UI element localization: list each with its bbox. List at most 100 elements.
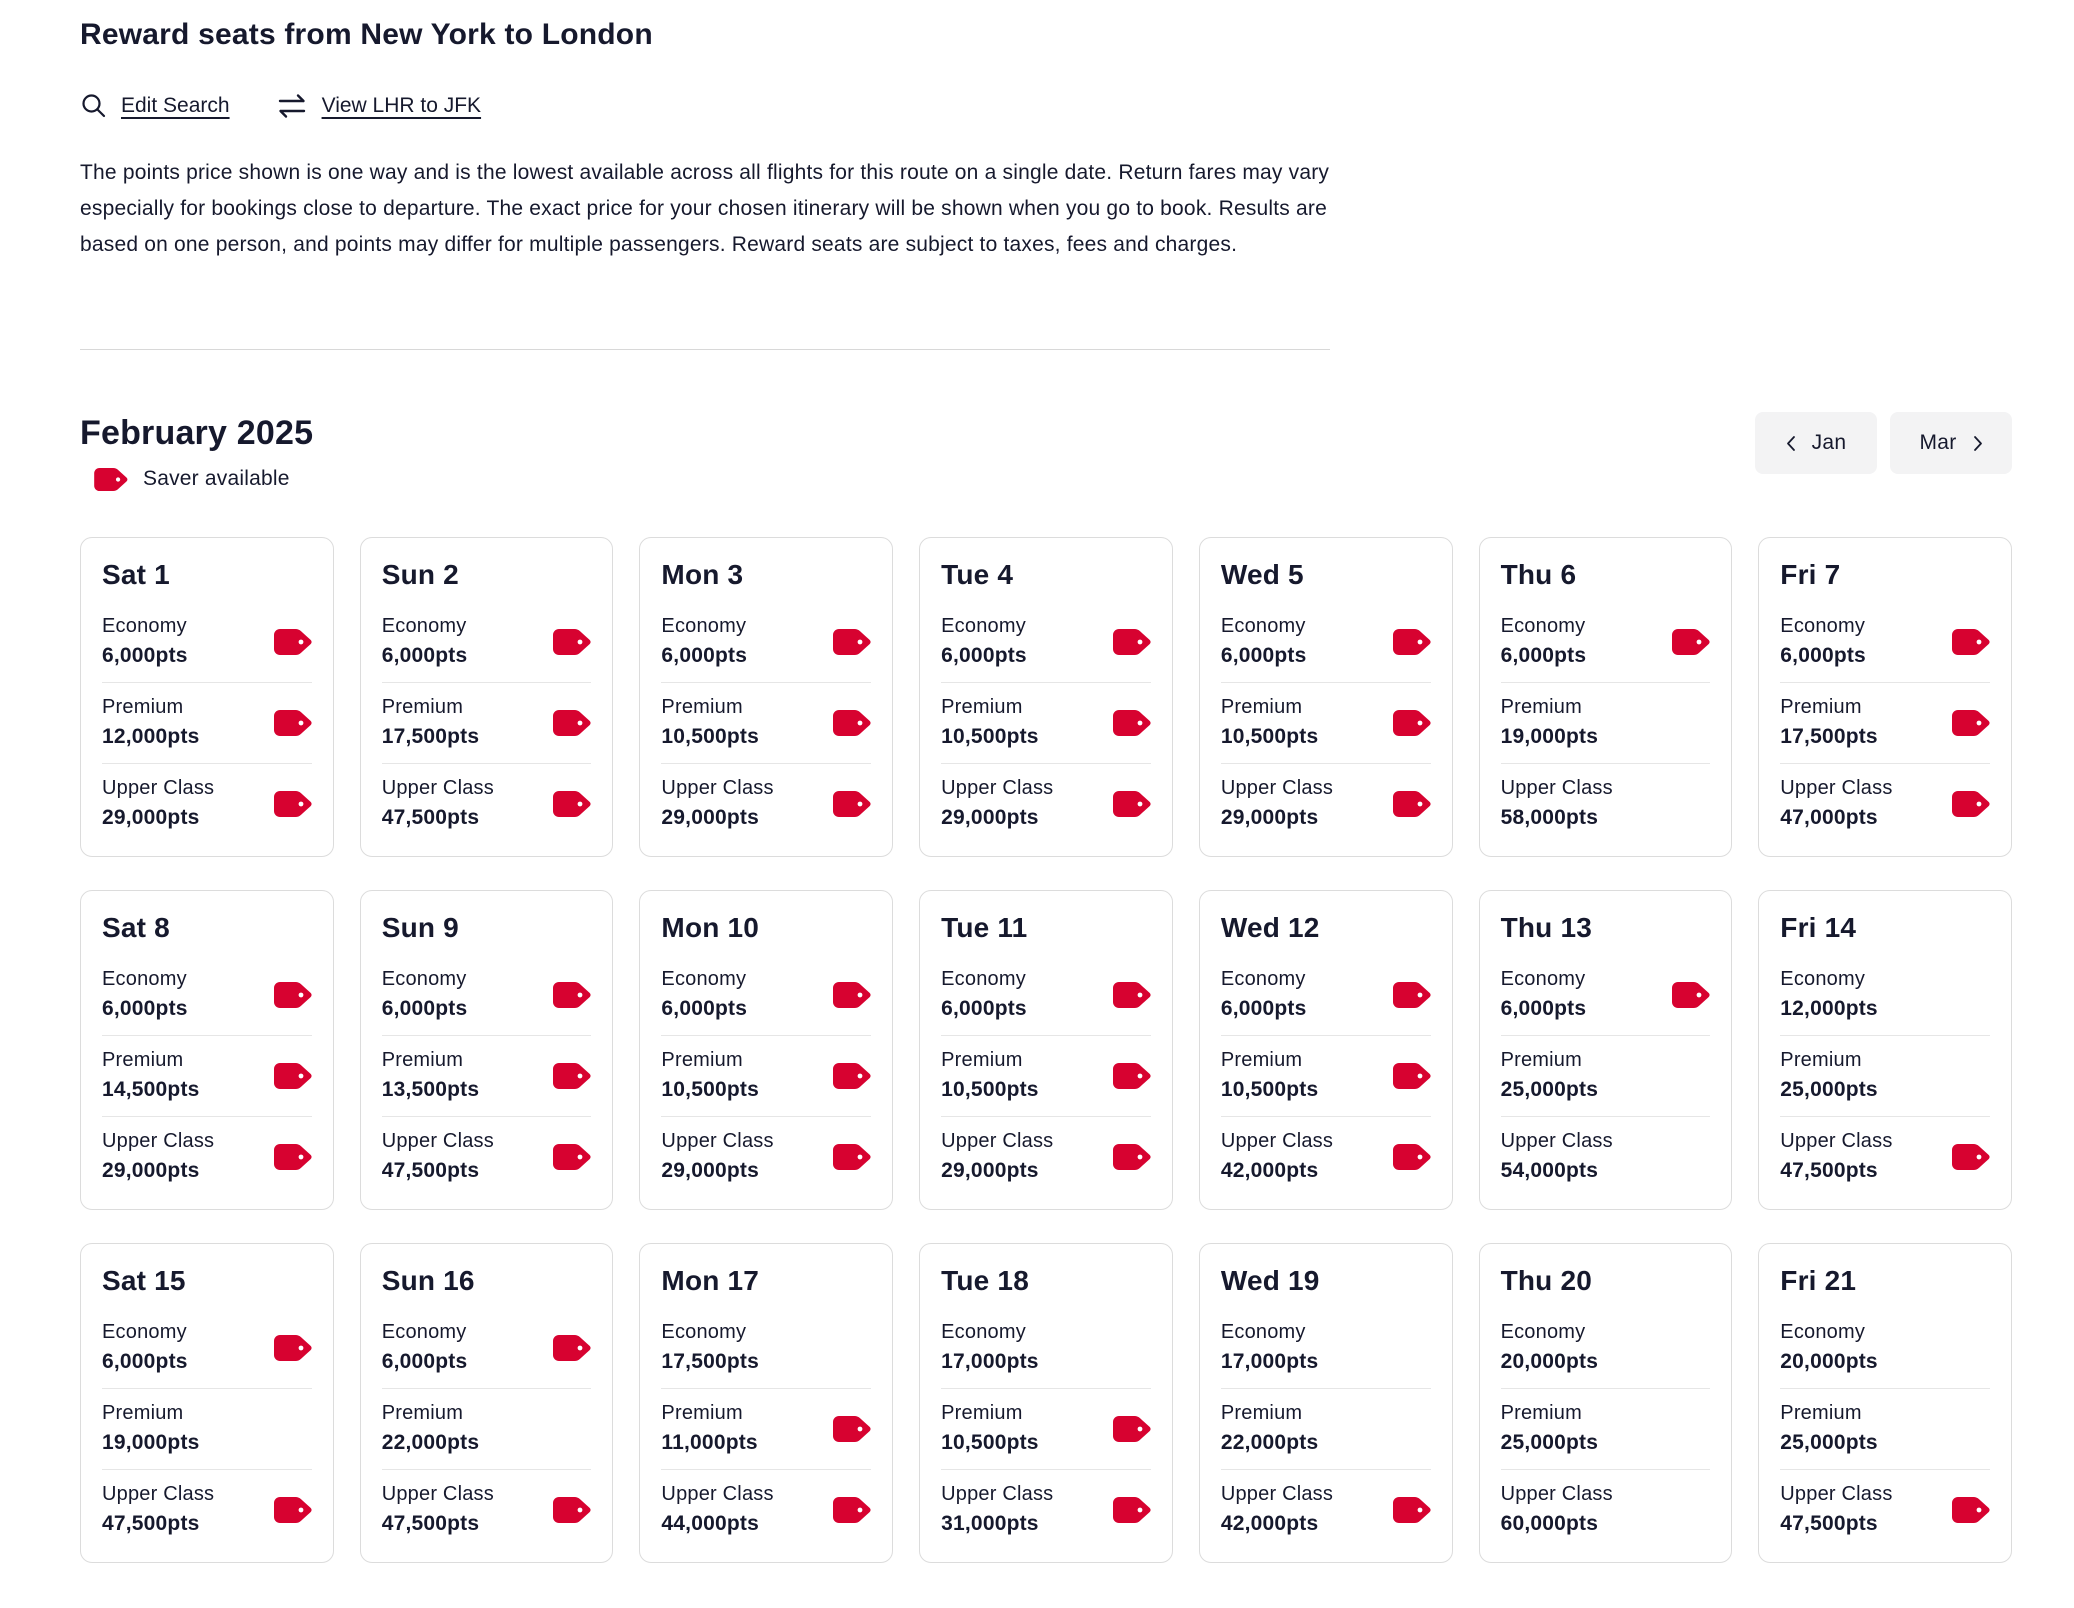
fare-row: Premium 25,000pts [1780,1388,1990,1469]
saver-tag-icon [1951,1496,1990,1523]
day-card[interactable]: Mon 3 Economy 6,000pts Premium 10,500pts… [639,537,894,857]
fare-cabin-label: Upper Class [661,1483,774,1505]
fare-points: 6,000pts [661,644,748,667]
day-card[interactable]: Thu 20 Economy 20,000pts Premium 25,000p… [1478,1243,1733,1563]
search-icon [80,92,107,119]
fare-row: Economy 6,000pts [382,602,592,682]
day-card[interactable]: Sun 2 Economy 6,000pts Premium 17,500pts… [359,537,614,857]
fare-cabin-label: Premium [102,696,184,718]
fare-cabin-label: Economy [102,968,187,990]
fare-text: Economy 6,000pts [1221,613,1307,670]
fare-points: 20,000pts [1500,1350,1599,1373]
day-card[interactable]: Sun 9 Economy 6,000pts Premium 13,500pts… [359,890,614,1210]
day-card[interactable]: Thu 13 Economy 6,000pts Premium 25,000pt… [1478,890,1733,1210]
fare-cabin-label: Upper Class [1780,1130,1893,1152]
day-card[interactable]: Wed 19 Economy 17,000pts Premium 22,000p… [1198,1243,1453,1563]
edit-search-label[interactable]: Edit Search [121,93,230,117]
fare-points: 10,500pts [661,725,759,748]
fare-row: Economy 6,000pts [941,602,1151,682]
fare-row: Premium 10,500pts [1220,1035,1431,1116]
fare-text: Economy 17,000pts [941,1319,1039,1376]
saver-tag-icon [833,1143,871,1170]
fare-text: Upper Class 42,000pts [1221,1481,1333,1538]
day-card[interactable]: Fri 21 Economy 20,000pts Premium 25,000p… [1758,1243,2012,1563]
fare-points: 42,000pts [1220,1159,1319,1182]
fare-text: Upper Class 29,000pts [661,1128,773,1185]
day-label: Thu 6 [1500,559,1577,590]
day-card[interactable]: Tue 11 Economy 6,000pts Premium 10,500pt… [919,890,1173,1210]
fare-list: Economy 6,000pts Premium 17,500pts Upper… [381,602,592,844]
fare-points: 47,500pts [381,806,480,829]
view-return-label[interactable]: View LHR to JFK [321,93,482,117]
day-card[interactable]: Mon 17 Economy 17,500pts Premium 11,000p… [639,1243,894,1563]
day-card[interactable]: Sat 8 Economy 6,000pts Premium 14,500pts… [80,890,334,1210]
fare-cabin-label: Premium [1220,1049,1303,1071]
fare-row: Upper Class 29,000pts [661,763,872,844]
fare-text: Economy 6,000pts [1501,966,1587,1023]
saver-tag-icon [1112,709,1151,736]
fare-row: Premium 25,000pts [1500,1388,1711,1469]
fare-points: 22,000pts [381,1431,480,1454]
day-card[interactable]: Fri 14 Economy 12,000pts Premium 25,000p… [1758,890,2012,1210]
fare-cabin-label: Premium [1780,1049,1862,1071]
day-card[interactable]: Fri 7 Economy 6,000pts Premium 17,500pts… [1758,537,2012,857]
day-card[interactable]: Wed 5 Economy 6,000pts Premium 10,500pts… [1198,537,1453,857]
saver-tag-icon [553,709,591,736]
fare-cabin-label: Premium [941,1049,1023,1071]
fare-list: Economy 6,000pts Premium 10,500pts Upper… [1220,955,1431,1197]
fare-text: Economy 20,000pts [1780,1319,1878,1376]
fare-cabin-label: Premium [381,696,464,718]
fare-row: Upper Class 47,500pts [381,1469,592,1550]
day-card[interactable]: Tue 18 Economy 17,000pts Premium 10,500p… [919,1243,1173,1563]
fare-points: 29,000pts [1220,806,1319,829]
fare-row: Economy 12,000pts [1780,955,1990,1035]
fare-cabin-label: Economy [1780,968,1866,990]
fare-points: 25,000pts [1780,1078,1878,1101]
fare-points: 47,500pts [381,1512,480,1535]
day-card[interactable]: Tue 4 Economy 6,000pts Premium 10,500pts… [919,537,1173,857]
fare-text: Economy 6,000pts [102,613,188,670]
edit-search-link[interactable]: Edit Search [80,92,230,119]
fare-cabin-label: Economy [941,1321,1026,1343]
fare-points: 17,000pts [941,1350,1039,1373]
day-card[interactable]: Wed 12 Economy 6,000pts Premium 10,500pt… [1198,890,1453,1210]
fare-points: 6,000pts [1500,644,1587,667]
fare-points: 10,500pts [941,1431,1039,1454]
fare-list: Economy 6,000pts Premium 19,000pts Upper… [102,1308,312,1550]
day-card[interactable]: Sat 1 Economy 6,000pts Premium 12,000pts… [80,537,334,857]
day-label: Mon 17 [661,1265,760,1296]
fare-text: Economy 6,000pts [941,613,1027,670]
fare-text: Upper Class 29,000pts [102,775,214,832]
next-month-button[interactable]: Mar [1890,412,2012,474]
fare-text: Economy 12,000pts [1780,966,1878,1023]
day-card[interactable]: Mon 10 Economy 6,000pts Premium 10,500pt… [639,890,894,1210]
saver-tag-icon [553,1496,591,1523]
fare-cabin-label: Upper Class [941,1130,1054,1152]
fare-cabin-label: Premium [941,1402,1023,1424]
fare-cabin-label: Premium [661,1049,743,1071]
fare-text: Upper Class 47,500pts [1780,1128,1892,1185]
fare-row: Premium 22,000pts [381,1388,592,1469]
fare-list: Economy 6,000pts Premium 10,500pts Upper… [1220,602,1431,844]
saver-tag-icon [94,467,128,491]
day-card[interactable]: Sun 16 Economy 6,000pts Premium 22,000pt… [359,1243,614,1563]
day-card[interactable]: Thu 6 Economy 6,000pts Premium 19,000pts… [1478,537,1733,857]
fare-text: Economy 6,000pts [102,1319,188,1376]
prev-month-button[interactable]: Jan [1755,412,1877,474]
fare-text: Economy 17,000pts [1221,1319,1319,1376]
chevron-left-icon [1786,435,1796,452]
view-return-link[interactable]: View LHR to JFK [276,93,482,119]
fare-points: 29,000pts [661,1159,759,1182]
fare-cabin-label: Economy [102,1321,187,1343]
fare-row: Premium 12,000pts [102,682,312,763]
fare-text: Premium 13,500pts [382,1047,480,1104]
fare-cabin-label: Upper Class [381,777,494,799]
day-card[interactable]: Sat 15 Economy 6,000pts Premium 19,000pt… [80,1243,334,1563]
fare-cabin-label: Economy [1500,615,1586,637]
fare-cabin-label: Premium [381,1402,464,1424]
saver-tag-icon [833,981,871,1008]
fare-points: 6,000pts [381,997,468,1020]
fare-text: Premium 25,000pts [1501,1047,1599,1104]
prev-month-label: Jan [1811,431,1847,454]
fare-cabin-label: Economy [661,615,747,637]
